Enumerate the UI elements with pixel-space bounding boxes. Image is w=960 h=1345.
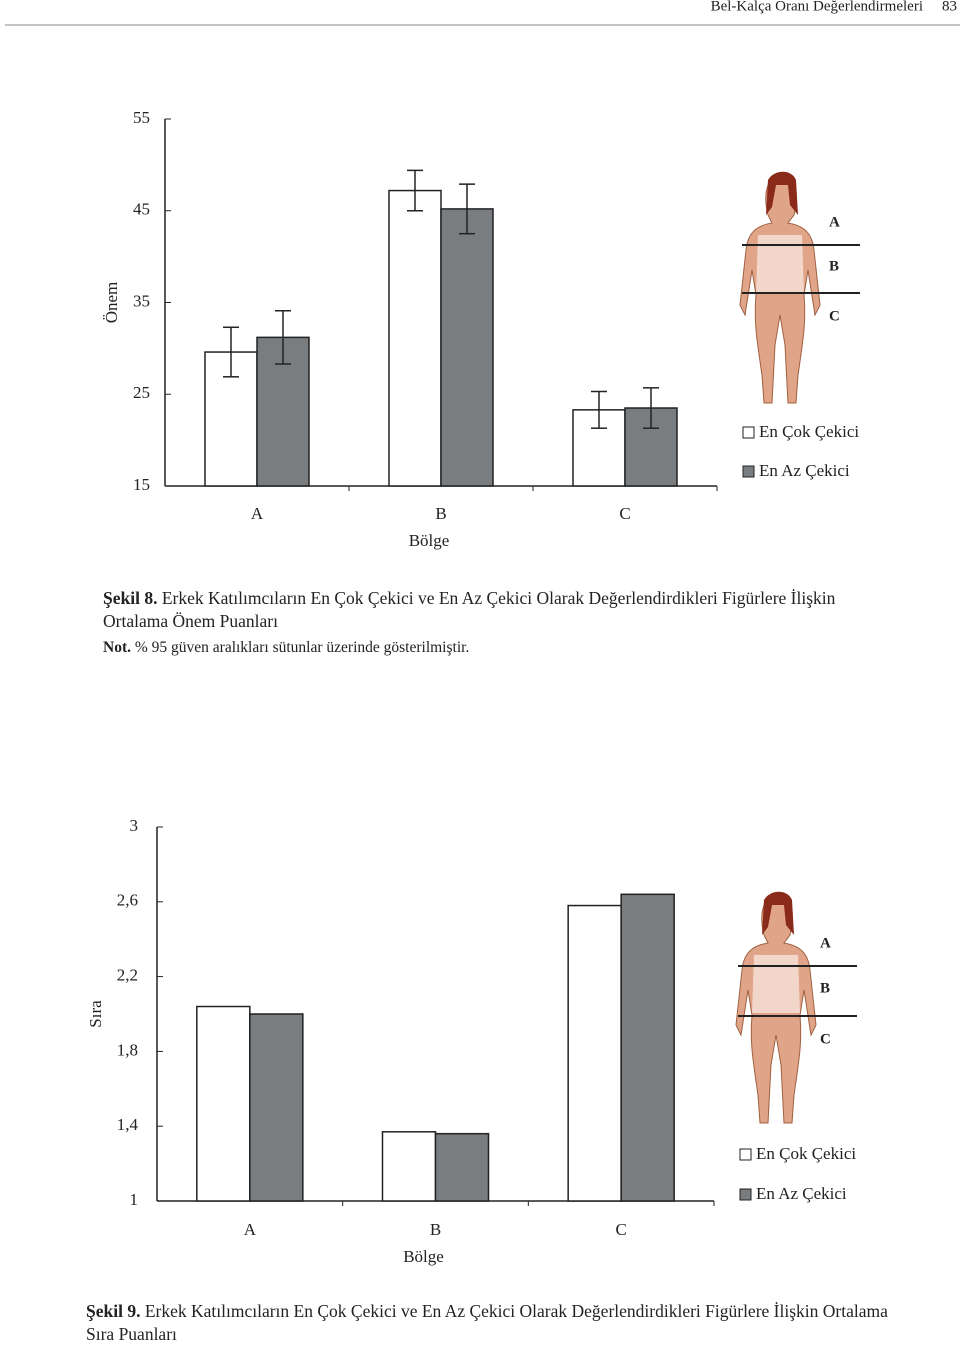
x-tick-label: A — [244, 1220, 257, 1239]
y-tick-label: 2,2 — [117, 966, 138, 985]
y-tick-label: 1,8 — [117, 1040, 138, 1059]
y-tick-label: 55 — [133, 108, 150, 127]
caption-label: Şekil 8. — [103, 588, 158, 608]
region-label: A — [829, 214, 840, 230]
x-tick-label: B — [435, 504, 446, 523]
legend-swatch — [742, 465, 755, 478]
legend-label: En Az Çekici — [756, 1184, 847, 1203]
bar — [381, 1131, 437, 1202]
x-tick-label: C — [615, 1220, 626, 1239]
legend-label: En Çok Çekici — [759, 422, 859, 441]
bar — [196, 1005, 251, 1202]
legend-swatch — [739, 1188, 752, 1201]
legend-swatch — [742, 426, 755, 439]
bar — [434, 1132, 490, 1202]
region-label: B — [820, 980, 830, 996]
y-tick-label: 2,6 — [117, 891, 138, 910]
legend-label: En Çok Çekici — [756, 1144, 856, 1163]
region-label: C — [820, 1031, 831, 1047]
figure-note: Not. % 95 güven aralıkları sütunlar üzer… — [103, 636, 903, 659]
y-tick-label: 15 — [133, 475, 150, 494]
running-title: Bel-Kalça Oranı Değerlendirmeleri — [711, 0, 923, 14]
y-axis-label: Önem — [102, 282, 121, 324]
x-axis-label: Bölge — [409, 531, 450, 550]
y-tick-label: 25 — [133, 383, 150, 402]
body-illustration — [735, 891, 817, 1124]
y-axis-label: Sıra — [86, 1000, 105, 1028]
region-label: C — [829, 308, 840, 324]
caption-text: Erkek Katılımcıların En Çok Çekici ve En… — [103, 588, 836, 631]
note-text: % 95 güven aralıkları sütunlar üzerinde … — [134, 639, 470, 656]
y-tick-label: 35 — [133, 291, 150, 310]
legend-swatch — [739, 1148, 752, 1161]
bar — [620, 893, 675, 1202]
y-tick-label: 45 — [133, 200, 150, 219]
caption-text: Erkek Katılımcıların En Çok Çekici ve En… — [86, 1301, 888, 1344]
note-label: Not. — [103, 639, 131, 656]
y-tick-label: 1 — [130, 1190, 139, 1209]
x-axis-label: Bölge — [403, 1247, 444, 1266]
region-label: A — [820, 935, 831, 951]
figure-caption: Şekil 9. Erkek Katılımcıların En Çok Çek… — [86, 1300, 906, 1345]
body-illustration — [739, 171, 821, 404]
page-number: 83 — [942, 0, 957, 14]
bar — [249, 1013, 304, 1202]
x-tick-label: B — [430, 1220, 441, 1239]
y-tick-label: 3 — [130, 816, 139, 835]
bar — [388, 189, 442, 487]
bar — [440, 208, 494, 487]
legend-label: En Az Çekici — [759, 461, 850, 480]
figure-caption: Şekil 8. Erkek Katılımcıların En Çok Çek… — [103, 587, 903, 633]
bar — [567, 904, 622, 1202]
y-tick-label: 1,4 — [117, 1115, 139, 1134]
x-tick-label: C — [619, 504, 630, 523]
region-label: B — [829, 258, 839, 274]
x-tick-label: A — [251, 504, 264, 523]
caption-label: Şekil 9. — [86, 1301, 141, 1321]
